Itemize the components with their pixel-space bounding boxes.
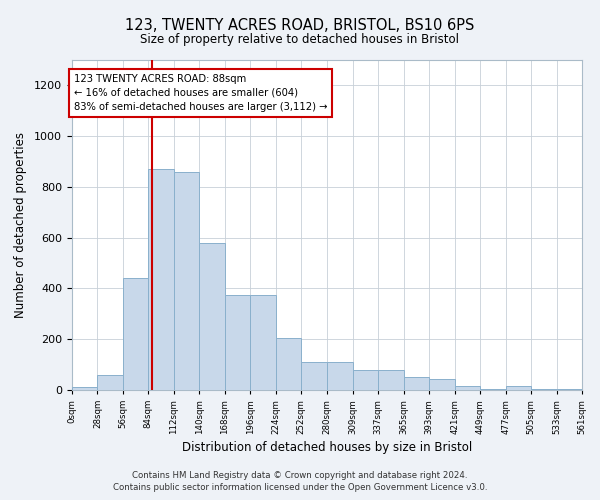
- Bar: [531, 388, 557, 390]
- Bar: [275, 338, 301, 390]
- Bar: [97, 375, 123, 390]
- Bar: [379, 370, 404, 390]
- Bar: [199, 243, 225, 390]
- Bar: [557, 388, 582, 390]
- Bar: [480, 388, 506, 390]
- Bar: [250, 295, 275, 390]
- Text: Contains HM Land Registry data © Crown copyright and database right 2024.
Contai: Contains HM Land Registry data © Crown c…: [113, 471, 487, 492]
- Bar: [506, 386, 531, 390]
- Bar: [148, 169, 174, 390]
- Text: 123 TWENTY ACRES ROAD: 88sqm
← 16% of detached houses are smaller (604)
83% of s: 123 TWENTY ACRES ROAD: 88sqm ← 16% of de…: [74, 74, 328, 112]
- Text: Size of property relative to detached houses in Bristol: Size of property relative to detached ho…: [140, 32, 460, 46]
- Y-axis label: Number of detached properties: Number of detached properties: [14, 132, 27, 318]
- Bar: [123, 278, 148, 390]
- Bar: [404, 378, 429, 390]
- Bar: [225, 295, 250, 390]
- Bar: [455, 386, 480, 390]
- Bar: [72, 388, 97, 390]
- Bar: [301, 362, 326, 390]
- Bar: [174, 172, 199, 390]
- X-axis label: Distribution of detached houses by size in Bristol: Distribution of detached houses by size …: [182, 441, 472, 454]
- Bar: [353, 370, 379, 390]
- Bar: [429, 378, 455, 390]
- Text: 123, TWENTY ACRES ROAD, BRISTOL, BS10 6PS: 123, TWENTY ACRES ROAD, BRISTOL, BS10 6P…: [125, 18, 475, 32]
- Bar: [326, 362, 353, 390]
